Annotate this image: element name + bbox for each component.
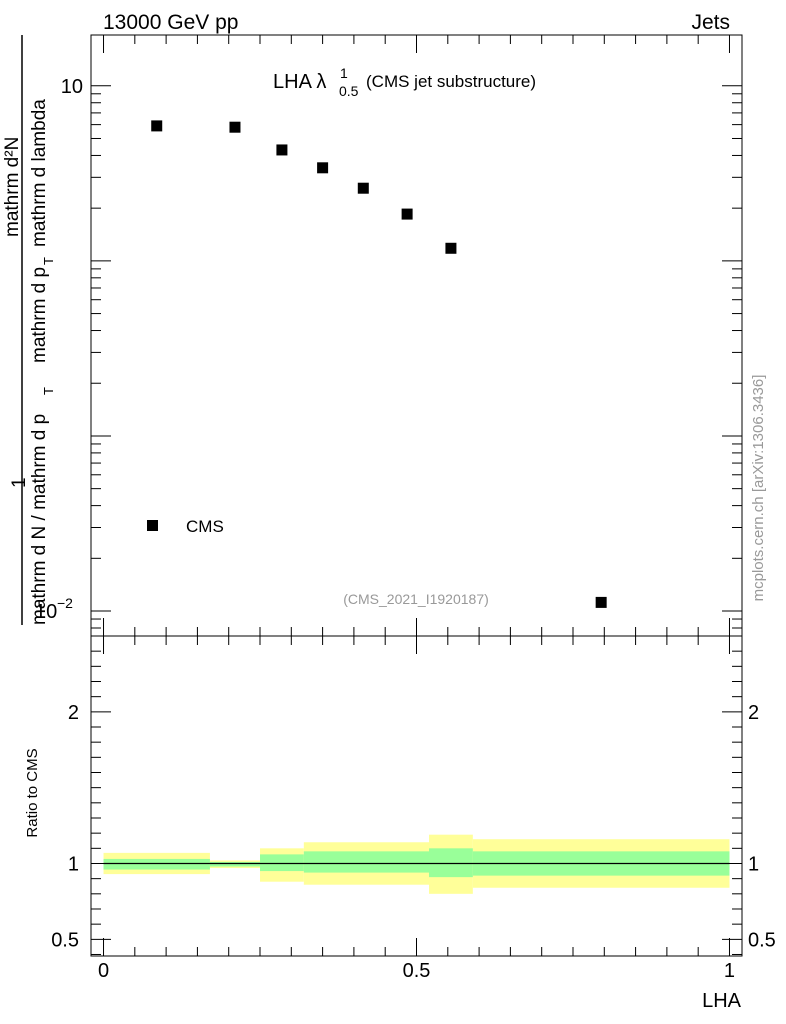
plot-title: LHA λ bbox=[273, 71, 326, 93]
ratio-ylabel: Ratio to CMS bbox=[24, 748, 41, 837]
ratio-axis-ticks: 2 2 1 1 0.5 0.5 0 0.5 1 bbox=[51, 636, 776, 982]
main-y-tick-label: 10 bbox=[61, 76, 83, 98]
ylabel-one: 1 bbox=[9, 477, 30, 488]
x-tick-label: 1 bbox=[724, 960, 735, 982]
ratio-inner-band bbox=[260, 854, 304, 872]
ratio-y-tick-label-left: 1 bbox=[68, 853, 79, 875]
side-credit-label: mcplots.cern.ch [arXiv:1306.3436] bbox=[750, 375, 767, 602]
data-point bbox=[317, 162, 329, 174]
main-data-points bbox=[151, 120, 607, 608]
main-y-tick-label: 10 bbox=[35, 601, 57, 623]
plot-title-main: LHA λ bbox=[273, 71, 326, 93]
data-point bbox=[401, 208, 413, 220]
ratio-inner-band bbox=[429, 848, 473, 878]
x-axis-label: LHA bbox=[702, 990, 742, 1012]
ratio-y-tick-label-left: 2 bbox=[68, 702, 79, 724]
legend-marker bbox=[147, 520, 158, 531]
x-tick-label: 0 bbox=[98, 960, 109, 982]
ratio-y-tick-label-right: 2 bbox=[748, 702, 759, 724]
main-plot-frame bbox=[90, 34, 743, 637]
plot-title-subscript: 0.5 bbox=[339, 83, 359, 99]
data-point bbox=[276, 144, 288, 156]
main-y-tick-label-exponent: −2 bbox=[57, 595, 73, 611]
analysis-watermark: (CMS_2021_I1920187) bbox=[343, 591, 489, 607]
data-point bbox=[151, 120, 163, 132]
ratio-uncertainty-bands bbox=[103, 834, 730, 894]
x-tick-label: 0.5 bbox=[403, 960, 431, 982]
header-energy-label: 13000 GeV pp bbox=[103, 11, 238, 34]
ratio-plot-frame bbox=[90, 635, 743, 957]
data-point bbox=[229, 121, 241, 133]
ylabel-num3: mathrm d lambda bbox=[29, 99, 50, 247]
main-ylabel: mathrm d N / mathrm d p T 1 mathrm d p T… bbox=[2, 35, 56, 625]
header-process-label: Jets bbox=[691, 11, 730, 34]
ratio-inner-band bbox=[103, 858, 210, 870]
ylabel-den: mathrm d N / mathrm d p bbox=[29, 414, 50, 625]
ylabel-num2: mathrm d p bbox=[29, 267, 50, 363]
ylabel-num: mathrm d²N bbox=[2, 137, 23, 237]
ylabel-den-sub: T bbox=[41, 387, 56, 395]
plot-title-superscript: 1 bbox=[340, 65, 348, 81]
ylabel-num2-sub: T bbox=[41, 257, 56, 265]
data-point bbox=[357, 182, 369, 194]
plot-title-suffix: (CMS jet substructure) bbox=[366, 72, 536, 91]
ratio-inner-band bbox=[303, 851, 430, 873]
data-point bbox=[595, 596, 607, 608]
data-point bbox=[445, 242, 457, 254]
ratio-inner-band bbox=[209, 861, 261, 867]
legend-label: CMS bbox=[186, 517, 224, 536]
ratio-y-tick-label-left: 0.5 bbox=[51, 929, 79, 951]
ratio-y-tick-label-right: 1 bbox=[748, 853, 759, 875]
ratio-y-tick-label-right: 0.5 bbox=[748, 929, 776, 951]
ratio-plot-panel: 2 2 1 1 0.5 0.5 0 0.5 1 bbox=[51, 635, 776, 982]
